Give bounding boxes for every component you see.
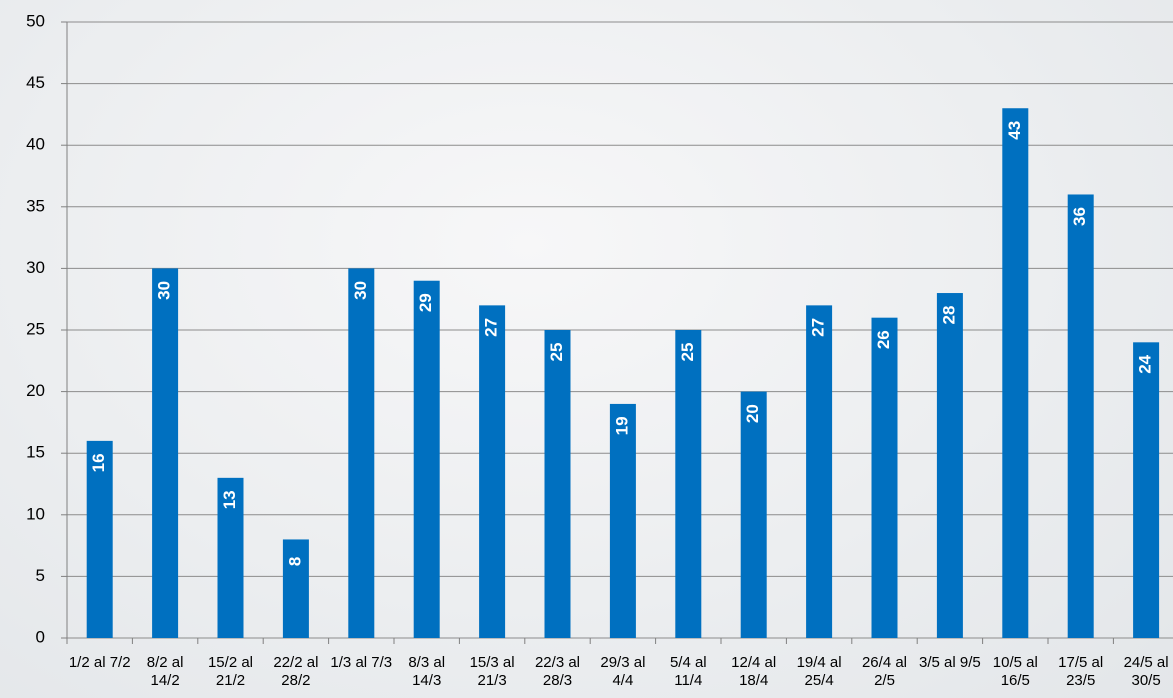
data-label: 16 [89, 453, 108, 472]
data-label: 8 [285, 557, 304, 566]
data-label: 30 [155, 281, 174, 300]
bar [871, 317, 898, 638]
x-tick-label: 15/3 al 21/3 [469, 654, 515, 689]
x-tick-label: 10/5 al 16/5 [992, 654, 1038, 689]
bar [282, 539, 309, 638]
data-label: 36 [1070, 207, 1089, 226]
x-tick-label: 26/4 al 2/5 [861, 654, 908, 689]
x-tick-label: 8/3 al 14/3 [408, 654, 446, 689]
data-label: 24 [1136, 354, 1155, 373]
data-label: 13 [220, 490, 239, 509]
x-tick-label: 24/5 al 30/5 [1123, 654, 1169, 689]
y-tick-label: 40 [26, 135, 45, 154]
x-tick-label: 1/2 al 7/2 [68, 654, 131, 671]
data-label: 27 [482, 318, 501, 337]
bar [1133, 342, 1160, 638]
bar [1067, 194, 1094, 639]
data-label: 20 [743, 404, 762, 423]
y-tick-label: 15 [26, 443, 45, 462]
data-label: 26 [874, 330, 893, 349]
y-tick-label: 10 [26, 504, 45, 523]
bar [544, 330, 571, 638]
x-tick-label: 19/4 al 25/4 [796, 654, 842, 689]
y-tick-label: 25 [26, 319, 45, 338]
bar [86, 440, 113, 638]
bar [740, 391, 767, 638]
data-label: 29 [416, 293, 435, 312]
y-tick-label: 45 [26, 73, 45, 92]
bar [152, 268, 179, 638]
x-tick-label: 17/5 al 23/5 [1058, 654, 1104, 689]
bar [413, 280, 440, 638]
data-label: 19 [612, 416, 631, 435]
bar [479, 305, 506, 638]
bar [1002, 108, 1029, 639]
x-tick-label: 1/3 al 7/3 [330, 654, 393, 671]
x-tick-label: 15/2 al 21/2 [207, 654, 254, 689]
data-label: 25 [678, 343, 697, 362]
y-tick-label: 30 [26, 258, 45, 277]
bar [348, 268, 375, 638]
bar [806, 305, 833, 638]
data-label: 27 [809, 318, 828, 337]
y-tick-label: 5 [36, 566, 45, 585]
x-tick-label: 12/4 al 18/4 [731, 654, 777, 689]
x-tick-label: 5/4 al 11/4 [669, 654, 707, 689]
y-tick-label: 50 [26, 11, 45, 30]
bar [675, 330, 702, 638]
x-tick-label: 3/5 al 9/5 [919, 654, 981, 671]
x-tick-label: 29/3 al 4/4 [600, 654, 646, 689]
data-label: 28 [939, 306, 958, 325]
y-tick-label: 0 [36, 627, 45, 646]
bar [936, 293, 963, 638]
bar [217, 477, 244, 638]
bar [609, 403, 636, 638]
y-tick-label: 20 [26, 381, 45, 400]
x-tick-label: 8/2 al 14/2 [146, 654, 184, 689]
x-tick-label: 22/2 al 28/2 [273, 654, 319, 689]
data-label: 30 [351, 281, 370, 300]
data-label: 25 [547, 343, 566, 362]
y-tick-label: 35 [26, 196, 45, 215]
data-label: 43 [1005, 121, 1024, 140]
x-tick-label: 22/3 al 28/3 [534, 654, 581, 689]
